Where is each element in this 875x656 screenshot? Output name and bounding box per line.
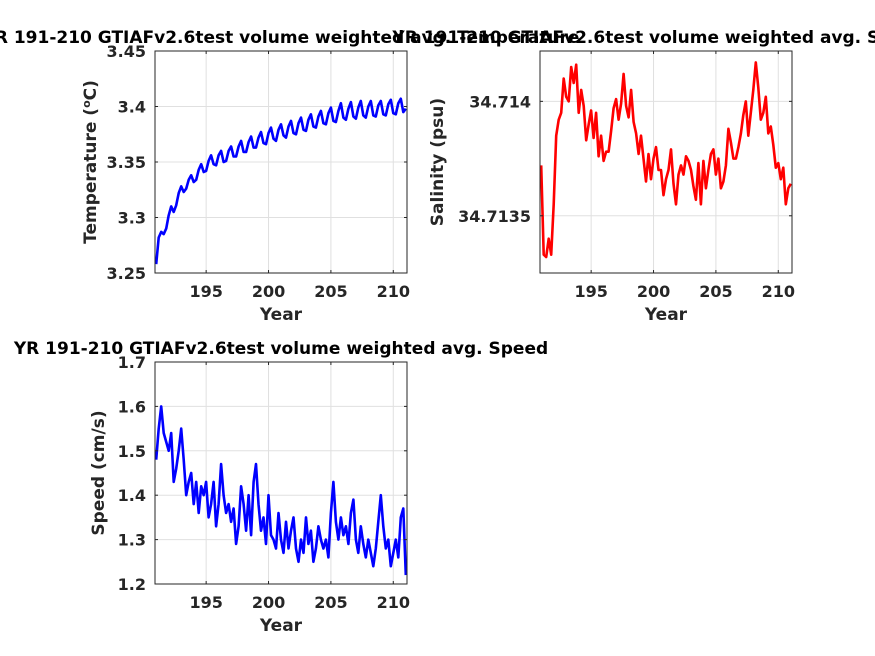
temperature-xtick-label: 200 <box>252 282 285 301</box>
speed-series-line <box>155 405 407 576</box>
salinity-chart: 195 200 205 210 34.7135 34.714 Year Salinity (p… <box>391 28 875 325</box>
salinity-xlabel: Year <box>644 305 688 325</box>
salinity-ylabel: Salinity (psu) <box>428 98 448 226</box>
salinity-axes-background <box>540 51 792 273</box>
speed-ytick-label: 1.4 <box>118 486 146 505</box>
temperature-xtick-label: 205 <box>314 282 347 301</box>
temperature-series-line <box>155 97 407 265</box>
salinity-xtick-label: 195 <box>574 282 607 301</box>
salinity-axes-frame <box>539 50 793 274</box>
speed-axes-frame <box>154 361 408 585</box>
salinity-ytick-label: 34.7135 <box>458 207 531 226</box>
temperature-title: YR 191-210 GTIAFv2.6test volume weighted… <box>0 28 579 48</box>
salinity-ytick-label: 34.714 <box>469 92 531 111</box>
speed-ytick-label: 1.7 <box>118 353 146 372</box>
temperature-ylabel: Temperature (oC) <box>80 80 102 244</box>
temperature-xlabel: Year <box>259 305 303 325</box>
speed-xlabel: Year <box>259 616 303 636</box>
salinity-xtick-label: 200 <box>637 282 670 301</box>
speed-ytick-label: 1.6 <box>118 397 146 416</box>
salinity-xtick-label: 205 <box>699 282 732 301</box>
salinity-series-line <box>540 61 792 259</box>
speed-chart: 195 200 205 210 1.2 1.3 1.4 1.5 1.6 1.7 Year Speed … <box>13 339 548 636</box>
speed-xtick-label: 195 <box>189 593 222 612</box>
temperature-xtick-label: 210 <box>377 282 410 301</box>
speed-ytick-label: 1.3 <box>118 531 146 550</box>
temperature-ytick-label: 3.35 <box>107 153 146 172</box>
temperature-xtick-label: 195 <box>189 282 222 301</box>
salinity-xtick-label: 210 <box>762 282 795 301</box>
temperature-ytick-label: 3.25 <box>107 264 146 283</box>
speed-ytick-label: 1.2 <box>118 575 146 594</box>
speed-xtick-label: 205 <box>314 593 347 612</box>
speed-ytick-label: 1.5 <box>118 442 146 461</box>
temperature-ytick-label: 3.4 <box>118 98 146 117</box>
temperature-ytick-label: 3.45 <box>107 42 146 61</box>
salinity-title: YR 191-210 GTIAFv2.6test volume weighted… <box>391 28 875 48</box>
speed-ylabel: Speed (cm/s) <box>89 410 109 535</box>
speed-title: YR 191-210 GTIAFv2.6test volume weighted… <box>13 339 548 359</box>
speed-xtick-label: 210 <box>377 593 410 612</box>
temperature-chart: 195 200 205 210 3.25 3.3 3.35 3.4 3.45 Year Temper… <box>0 28 579 325</box>
speed-xtick-label: 200 <box>252 593 285 612</box>
temperature-ytick-label: 3.3 <box>118 209 146 228</box>
